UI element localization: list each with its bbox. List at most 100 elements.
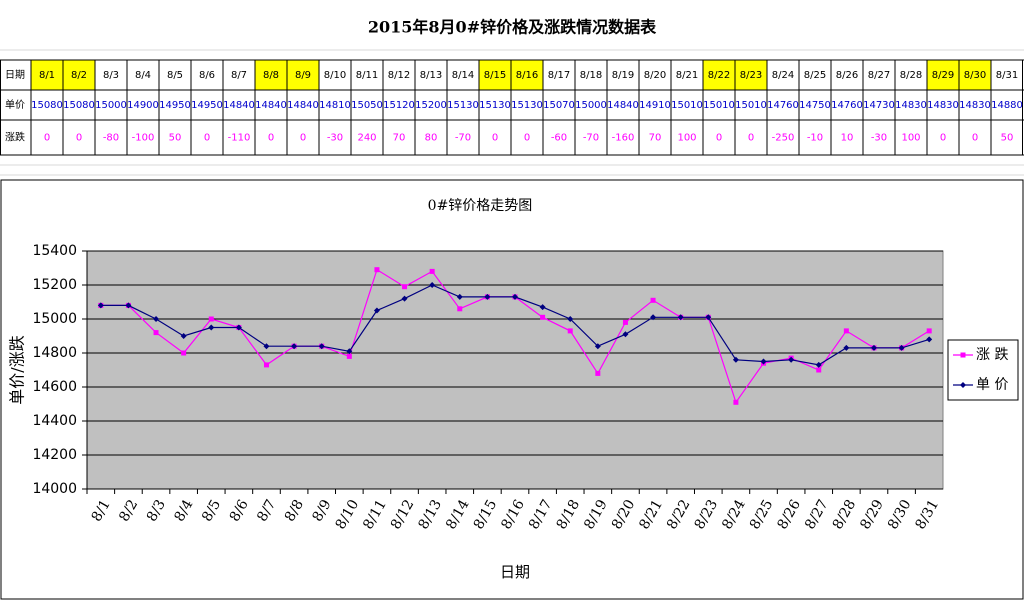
point-marker (484, 293, 491, 300)
highlight-cell (63, 60, 95, 90)
x-axis-label: 日期 (500, 563, 530, 581)
price-cell: 15000 (95, 100, 127, 111)
point-marker (208, 316, 214, 322)
point-marker (622, 319, 628, 325)
price-cell: 14750 (799, 100, 831, 111)
change-cell: 0 (204, 133, 210, 144)
point-marker (843, 344, 850, 351)
y-tick-label: 14800 (32, 345, 77, 361)
date-cell: 8/30 (964, 70, 986, 81)
point-marker (401, 295, 408, 302)
point-marker (650, 314, 657, 321)
date-cell: 8/31 (996, 70, 1018, 81)
change-cell: 0 (524, 133, 530, 144)
point-marker (456, 293, 463, 300)
change-cell: 0 (972, 133, 978, 144)
point-marker (870, 344, 877, 351)
date-cell: 8/23 (740, 70, 762, 81)
plot: 14000 14200 14400 14600 14800 15000 15200 15400… (32, 243, 1019, 532)
price-cell: 14830 (927, 100, 959, 111)
legend-label: 单 价 (976, 377, 1008, 393)
change-cell: 50 (169, 133, 182, 144)
y-tick-label: 15200 (32, 277, 77, 293)
price-cell: 15050 (351, 100, 383, 111)
change-cell: -30 (871, 133, 887, 144)
price-cell: 15000 (575, 100, 607, 111)
point-marker (733, 399, 739, 405)
date-cell: 8/28 (900, 70, 922, 81)
point-marker (677, 314, 684, 321)
change-cell: 80 (425, 133, 438, 144)
point-marker (760, 358, 767, 365)
point-marker (429, 282, 436, 288)
date-cell: 8/1 (39, 70, 55, 81)
legend-marker (960, 352, 966, 358)
point-marker (622, 331, 629, 338)
point-marker (816, 367, 822, 373)
change-cell: 100 (677, 133, 696, 144)
row-header: 日期 (5, 69, 25, 81)
point-marker (235, 324, 242, 331)
y-axis-label: 单价/涨跌 (8, 335, 27, 404)
highlight-cell (287, 60, 319, 90)
point-marker (374, 267, 380, 273)
point-marker (263, 343, 270, 350)
date-cell: 8/15 (484, 70, 506, 81)
point-marker (402, 284, 408, 290)
point-marker (705, 314, 712, 321)
point-marker (567, 316, 574, 322)
date-cell: 8/26 (836, 70, 858, 81)
price-cell: 14760 (831, 100, 863, 111)
price-cell: 15200 (415, 100, 447, 111)
change-cell: -250 (772, 133, 795, 144)
date-cell: 8/20 (644, 70, 666, 81)
point-marker (457, 306, 463, 312)
price-cell: 15120 (383, 100, 415, 111)
page-title: 2015年8月0#锌价格及涨跌情况数据表 (368, 18, 657, 37)
date-cell: 8/3 (103, 70, 119, 81)
change-cell: 240 (357, 133, 376, 144)
price-cell: 14830 (895, 100, 927, 111)
y-tick-label: 14000 (32, 481, 77, 497)
date-cell: 8/9 (295, 70, 311, 81)
highlight-cell (31, 60, 63, 90)
change-cell: 70 (393, 133, 406, 144)
price-cell: 14830 (959, 100, 991, 111)
date-cell: 8/18 (580, 70, 602, 81)
date-cell: 8/6 (199, 70, 215, 81)
date-cell: 8/24 (772, 70, 794, 81)
change-cell: -70 (583, 133, 599, 144)
date-cell: 8/25 (804, 70, 826, 81)
point-marker (567, 328, 573, 334)
date-cell: 8/7 (231, 70, 247, 81)
date-cell: 8/16 (516, 70, 538, 81)
point-marker (318, 343, 325, 350)
change-cell: -110 (228, 133, 251, 144)
point-marker (843, 328, 849, 334)
point-marker (153, 316, 160, 322)
point-marker (594, 343, 601, 350)
point-marker (429, 268, 435, 274)
y-tick-label: 15400 (32, 243, 77, 259)
price-cell: 14810 (319, 100, 351, 111)
date-cell: 8/17 (548, 70, 570, 81)
date-cell: 8/11 (356, 70, 378, 81)
legend-label: 涨 跌 (976, 347, 1008, 363)
point-marker (181, 350, 187, 356)
date-cell: 8/8 (263, 70, 279, 81)
price-cell: 15010 (735, 100, 767, 111)
price-cell: 14950 (191, 100, 223, 111)
date-cell: 8/12 (388, 70, 410, 81)
change-cell: 10 (841, 133, 854, 144)
price-cell: 14840 (607, 100, 639, 111)
point-marker (125, 302, 132, 309)
highlight-cell (479, 60, 511, 90)
point-marker (788, 356, 795, 363)
price-cell: 15130 (511, 100, 543, 111)
highlight-cell (255, 60, 287, 90)
price-cell: 15130 (447, 100, 479, 111)
change-cell: 0 (300, 133, 306, 144)
point-marker (540, 314, 546, 320)
point-marker (595, 370, 601, 376)
legend-marker (960, 382, 966, 388)
